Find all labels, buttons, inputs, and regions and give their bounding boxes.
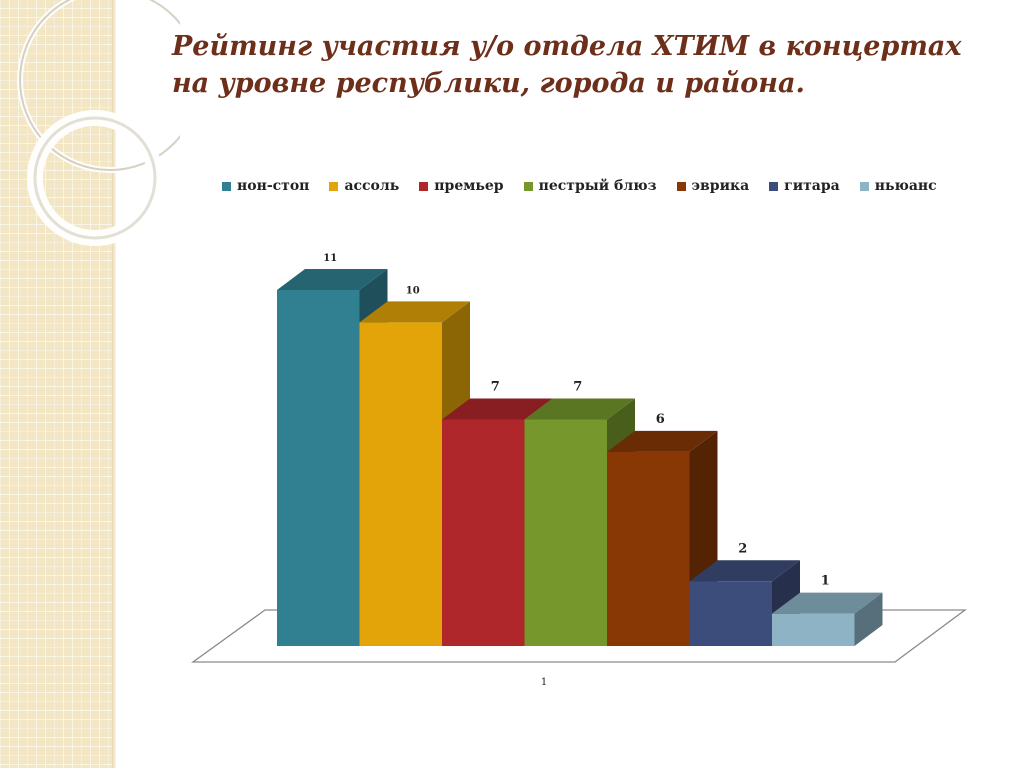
- legend-item: пестрый блюз: [523, 178, 657, 194]
- legend-label: нон-стоп: [237, 178, 310, 194]
- bar-front: [607, 451, 690, 646]
- bar-front: [772, 613, 855, 646]
- data-label: 2: [738, 541, 747, 556]
- bar-top: [689, 560, 800, 582]
- bar-front: [442, 419, 525, 646]
- legend-swatch: [523, 181, 533, 191]
- legend-swatch: [859, 181, 869, 191]
- bar-front: [689, 581, 772, 646]
- legend-item: эврика: [676, 178, 750, 194]
- legend-label: пестрый блюз: [538, 178, 657, 194]
- bar-top: [277, 269, 388, 290]
- legend-swatch: [419, 181, 429, 191]
- data-label: 7: [491, 379, 500, 394]
- legend-swatch: [676, 181, 686, 191]
- data-label: 1: [821, 574, 830, 589]
- legend-label: премьер: [434, 178, 504, 194]
- bar-top: [359, 301, 470, 323]
- data-label: 10: [406, 285, 420, 296]
- legend-swatch: [222, 181, 231, 191]
- decorative-rings: [17, 0, 180, 246]
- legend-swatch: [769, 181, 779, 191]
- legend-label: гитара: [784, 178, 840, 194]
- slide-title: Рейтинг участия у/о отдела ХТИМ в концер…: [172, 31, 962, 99]
- chart-legend: нон-стоп ассоль премьер пестрый блюз эврика г…: [222, 176, 937, 196]
- legend-swatch: [329, 181, 339, 191]
- bar-top: [607, 430, 718, 452]
- legend-item: нон-стоп: [222, 178, 309, 194]
- legend-label: ньюанс: [874, 178, 937, 194]
- legend-item: ассоль: [329, 178, 399, 194]
- decorative-ring-large-shadow: [19, 0, 180, 171]
- data-label: 11: [323, 253, 337, 264]
- bar-front: [359, 322, 442, 646]
- bar-top: [772, 592, 883, 614]
- bar-front: [524, 419, 607, 646]
- legend-label: эврика: [691, 178, 750, 194]
- bar-top: [524, 398, 635, 420]
- legend-label: ассоль: [344, 178, 400, 194]
- legend-item: гитара: [769, 178, 840, 194]
- bar-front: [277, 290, 360, 646]
- data-label: 6: [656, 412, 665, 427]
- category-label: 1: [541, 677, 547, 688]
- side-edge: [112, 0, 116, 768]
- bar-side: [854, 592, 883, 646]
- legend-item: ньюанс: [859, 178, 937, 194]
- legend-item: премьер: [419, 178, 504, 194]
- bar-top: [442, 398, 553, 420]
- decorative-ring-small-shadow: [33, 116, 157, 240]
- data-label: 7: [573, 379, 582, 394]
- bar-7: [772, 592, 883, 646]
